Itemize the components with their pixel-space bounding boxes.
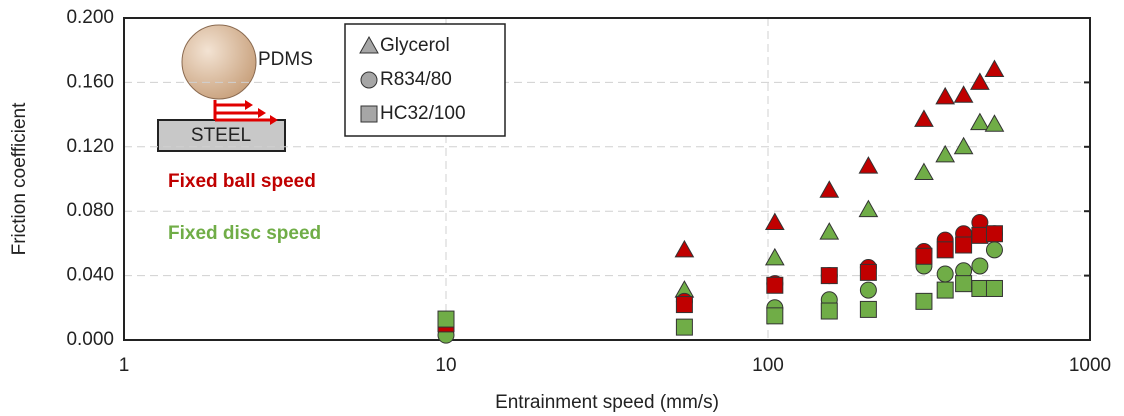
point xyxy=(819,222,840,240)
point xyxy=(914,109,934,127)
annotation: Fixed ball speed xyxy=(168,171,316,192)
x-tick-label: 1 xyxy=(119,355,130,376)
point xyxy=(953,85,974,103)
y-tick-label: 0.080 xyxy=(66,200,114,221)
point xyxy=(936,241,954,259)
point xyxy=(820,302,838,320)
point xyxy=(955,275,973,293)
point xyxy=(764,247,785,266)
point xyxy=(955,236,973,254)
plate-label: STEEL xyxy=(191,125,251,146)
point xyxy=(859,263,877,281)
point xyxy=(820,267,838,285)
grid xyxy=(124,18,1090,340)
point xyxy=(985,225,1003,243)
point xyxy=(766,276,784,294)
y-tick-label: 0.000 xyxy=(66,329,114,350)
annotation: Fixed disc speed xyxy=(168,223,321,244)
point xyxy=(970,112,990,131)
x-tick-label: 1000 xyxy=(1069,355,1111,376)
point xyxy=(984,59,1005,78)
point xyxy=(859,300,877,318)
ball xyxy=(181,24,257,100)
y-tick-label: 0.160 xyxy=(66,71,114,92)
point xyxy=(858,156,879,174)
point xyxy=(984,114,1005,132)
point xyxy=(935,86,956,105)
point xyxy=(915,247,933,265)
arrowheads xyxy=(245,100,278,125)
point xyxy=(953,136,974,155)
point xyxy=(985,279,1003,297)
legend-marker xyxy=(359,35,379,54)
legend-label: HC32/100 xyxy=(380,103,466,124)
point xyxy=(858,199,879,218)
y-tick-label: 0.120 xyxy=(66,136,114,157)
y-tick-label: 0.200 xyxy=(66,7,114,28)
plot-frame xyxy=(123,17,1091,341)
plate xyxy=(157,119,286,152)
x-tick-label: 10 xyxy=(435,355,456,376)
point xyxy=(971,226,989,244)
point xyxy=(819,180,840,198)
x-axis-label: Entrainment speed (mm/s) xyxy=(495,392,719,413)
point xyxy=(437,310,455,328)
point xyxy=(674,239,695,258)
point xyxy=(766,307,784,325)
legend-marker xyxy=(360,71,378,89)
x-tick-label: 100 xyxy=(752,355,784,376)
point xyxy=(915,292,933,310)
point xyxy=(675,318,693,336)
point xyxy=(935,144,956,163)
arrows xyxy=(213,100,270,122)
point xyxy=(971,279,989,297)
legend-label: R834/80 xyxy=(380,69,452,90)
point xyxy=(970,72,990,90)
point xyxy=(859,281,877,299)
point xyxy=(971,257,989,275)
legend-marker xyxy=(360,105,378,123)
point xyxy=(985,241,1003,259)
y-axis-label: Friction coefficient xyxy=(9,102,30,255)
legend-label: Glycerol xyxy=(380,35,450,56)
ball-label: PDMS xyxy=(258,49,313,70)
y-tick-label: 0.040 xyxy=(66,265,114,286)
point xyxy=(914,162,934,181)
point xyxy=(764,212,785,230)
point xyxy=(936,265,954,283)
point xyxy=(936,281,954,299)
inset: PDMS STEEL xyxy=(157,24,313,152)
point xyxy=(675,296,693,314)
